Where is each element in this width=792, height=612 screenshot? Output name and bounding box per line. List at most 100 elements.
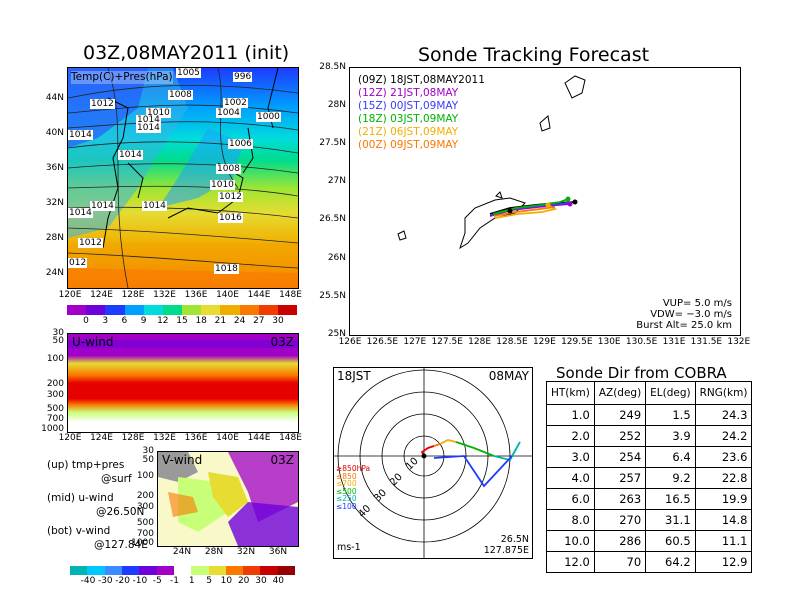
- lon-tick: 124E: [90, 433, 113, 443]
- isobar-label: 1014: [142, 201, 167, 211]
- tracking-title: Sonde Tracking Forecast: [418, 44, 650, 66]
- isobar-label: 1006: [228, 139, 253, 149]
- colorbar-swatch: [225, 566, 244, 575]
- hodograph-segment: [493, 441, 521, 462]
- vdw-text: VDW= −3.0 m/s: [650, 309, 732, 320]
- isobar-label: 1014: [68, 208, 93, 218]
- lon-tick: 120E: [58, 433, 82, 443]
- lat-tick: 44N: [45, 93, 64, 103]
- note-bot-sub: @127.84E: [94, 539, 148, 551]
- colorbar-swatch: [105, 305, 125, 315]
- colorbar-tick: 10: [220, 576, 233, 586]
- lon-tick: 129.5E: [561, 337, 593, 347]
- lat-tick: 32N: [45, 198, 64, 208]
- colorbar-tick: 21: [214, 316, 227, 326]
- colorbar-tick: -30: [97, 576, 113, 586]
- track-line: [493, 206, 556, 217]
- table-cell: 70: [593, 551, 647, 573]
- colorbar-swatch: [243, 566, 261, 575]
- table-cell: 22.8: [694, 467, 753, 489]
- track-endpoint: [572, 199, 578, 205]
- lat-tick: 40N: [45, 128, 64, 138]
- isobar-label: 1014: [136, 123, 161, 133]
- table-cell: 12.0: [546, 551, 595, 573]
- lon-tick: 144E: [247, 290, 271, 300]
- note-bot: (bot) v-wind: [47, 525, 111, 537]
- table-title: Sonde Dir from COBRA: [556, 364, 727, 382]
- table-cell: 2.0: [546, 425, 595, 447]
- lon-tick: 126E: [338, 337, 362, 347]
- colorbar-tick: 30: [272, 316, 284, 326]
- hodograph-segment: [433, 455, 513, 488]
- table-cell: 257: [593, 467, 647, 489]
- pressure-tick: 300: [136, 502, 154, 512]
- track-endpoint: [545, 202, 551, 208]
- lon-tick: 130E: [597, 337, 621, 347]
- pressure-tick: 100: [46, 354, 64, 364]
- colorbar-swatch: [87, 566, 105, 575]
- pressure-tick: 300: [46, 390, 64, 400]
- tracking-map: (09Z) 18JST,08MAY2011 (12Z) 21JST,08MAY (1…: [349, 67, 741, 336]
- colorbar-tick: 5: [206, 576, 212, 586]
- table-cell: 11.1: [694, 530, 753, 552]
- isobar-label: 1012: [78, 238, 103, 248]
- tracking-legend-entry: (09Z) 18JST,08MAY2011: [358, 74, 485, 86]
- colorbar-swatch: [220, 305, 240, 315]
- pressure-tick: 500: [136, 518, 154, 528]
- hodograph-origin: [421, 453, 427, 459]
- hodograph-level-entry: ≤250: [336, 494, 357, 503]
- isobar-label: 1012: [90, 99, 115, 109]
- table-column-header: RNG(km): [694, 381, 753, 405]
- colorbar-tick: 15: [176, 316, 188, 326]
- isobar-label: 1008: [216, 164, 241, 174]
- colorbar-swatch: [143, 305, 163, 315]
- tracking-legend-entry: (18Z) 03JST,09MAY: [358, 113, 459, 125]
- table-column-header: AZ(deg): [593, 381, 647, 405]
- table-cell: 252: [593, 425, 647, 447]
- hodograph-level-entry: ≤500: [336, 486, 357, 496]
- tracking-legend-entry: (12Z) 21JST,08MAY: [358, 87, 459, 99]
- lon-tick: 128E: [121, 290, 145, 300]
- hodograph-time: 18JST: [337, 369, 371, 383]
- v-wind-time: 03Z: [270, 453, 295, 467]
- vup-text: VUP= 5.0 m/s: [662, 298, 732, 309]
- table-row: 4.0 257 9.2 22.8: [546, 467, 753, 489]
- lat-tick: 36N: [268, 547, 288, 557]
- lat-tick: 28N: [204, 547, 224, 557]
- lat-tick: 26N: [327, 252, 346, 263]
- v-wind-label: V-wind: [162, 453, 203, 467]
- lat-tick: 27.5N: [319, 138, 346, 149]
- lat-tick: 24N: [45, 268, 64, 278]
- colorbar-swatch: [124, 305, 144, 315]
- colorbar-tick: 1: [188, 576, 195, 586]
- pressure-tick: 500: [46, 404, 64, 414]
- table-cell: 14.8: [694, 509, 753, 531]
- colorbar-swatch: [191, 566, 209, 575]
- lat-tick: 28N: [327, 100, 346, 111]
- note-mid-sub: @26.50N: [96, 506, 145, 518]
- lat-tick: 36N: [45, 163, 64, 173]
- lon-tick: 136E: [184, 433, 208, 443]
- colorbar-tick: -10: [132, 576, 148, 586]
- lon-tick: 130.5E: [625, 337, 658, 347]
- colorbar-tick: 30: [255, 576, 267, 586]
- hodograph-lon: 127.875E: [483, 545, 529, 556]
- table-row: 1.0 249 1.5 24.3: [546, 404, 753, 426]
- pressure-tick: 50: [142, 455, 154, 465]
- track-lines: [489, 196, 578, 219]
- colorbar-swatch: [239, 305, 259, 315]
- pressure-tick: 200: [46, 379, 64, 389]
- table-cell: 64.2: [645, 551, 696, 573]
- tracking-legend-entry: (21Z) 06JST,09MAY: [358, 126, 459, 138]
- table-cell: 1.5: [645, 404, 696, 426]
- table-cell: 10.0: [546, 530, 595, 552]
- track-endpoint: [565, 196, 571, 202]
- hodograph-panel: 10 20 30 40 18JST 08MAY ms-1 26.5N 127.875E…: [333, 367, 533, 559]
- temperature-colorbar: [67, 305, 298, 315]
- lon-tick: 127E: [403, 337, 427, 347]
- table-row: 8.0 270 31.1 14.8: [546, 509, 753, 531]
- tracking-legend-entry: (15Z) 00JST,09MAY: [358, 100, 459, 112]
- pressure-tick: 700: [46, 414, 64, 424]
- hodograph-ring-label: 10: [404, 456, 421, 473]
- isobar-label: 996: [233, 72, 253, 82]
